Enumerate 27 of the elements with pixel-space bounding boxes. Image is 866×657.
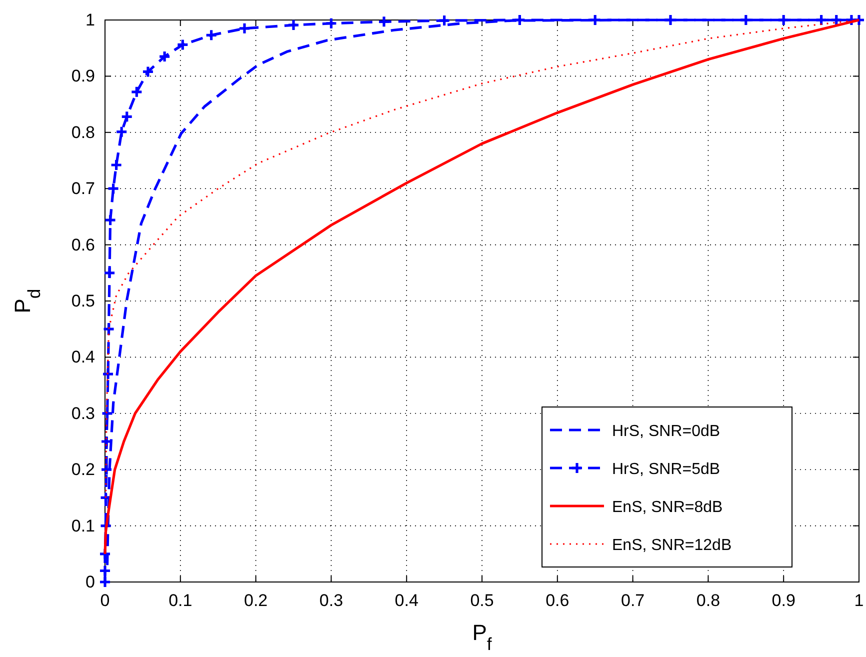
y-tick-label: 0 [86,572,95,592]
legend-label: EnS, SNR=8dB [612,499,723,516]
y-tick-label: 0.2 [71,460,95,480]
x-tick-label: 0.5 [470,591,494,610]
x-tick-label: 0.8 [696,591,720,610]
y-tick-label: 0.1 [71,516,95,536]
y-tick-label: 0.7 [71,179,95,198]
x-tick-label: 0.1 [168,591,192,610]
x-tick-label: 0.4 [394,591,418,610]
x-tick-label: 0.2 [244,591,268,610]
x-tick-label: 0.7 [620,591,645,610]
x-tick-label: 0.6 [546,591,570,610]
y-tick-label: 1 [86,10,95,30]
legend-label: HrS, SNR=5dB [612,461,720,478]
y-tick-label: 0.4 [71,348,95,367]
legend-label: EnS, SNR=12dB [612,537,732,554]
x-tick-label: 0.9 [772,591,796,610]
y-tick-label: 0.5 [71,291,95,310]
y-tick-label: 0.6 [71,235,95,254]
x-tick-label: 0 [100,591,110,610]
legend-label: HrS, SNR=0dB [612,423,720,440]
x-tick-label: 1 [854,591,864,610]
y-tick-label: 0.8 [71,122,95,142]
y-tick-label: 0.3 [71,404,95,423]
x-tick-label: 0.3 [319,591,344,610]
x-axis-title: P$_{f}$ [472,620,492,654]
y-tick-label: 0.9 [71,66,95,86]
